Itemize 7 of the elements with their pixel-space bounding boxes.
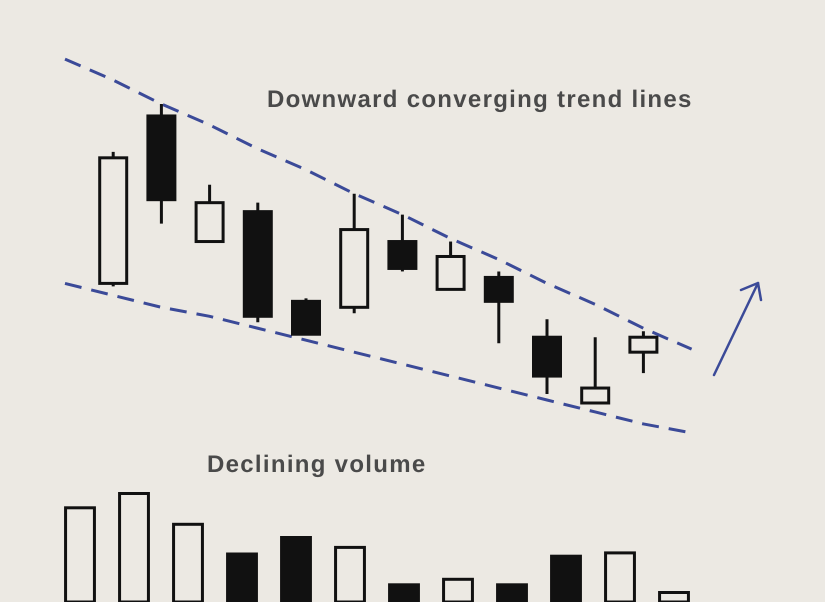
bar [226, 552, 258, 602]
bar [388, 583, 420, 602]
bar [496, 583, 528, 602]
bar [550, 554, 582, 602]
bar [280, 536, 312, 602]
chart-title: Declining volume [207, 451, 427, 478]
chart-title: Downward converging trend lines [267, 86, 693, 113]
